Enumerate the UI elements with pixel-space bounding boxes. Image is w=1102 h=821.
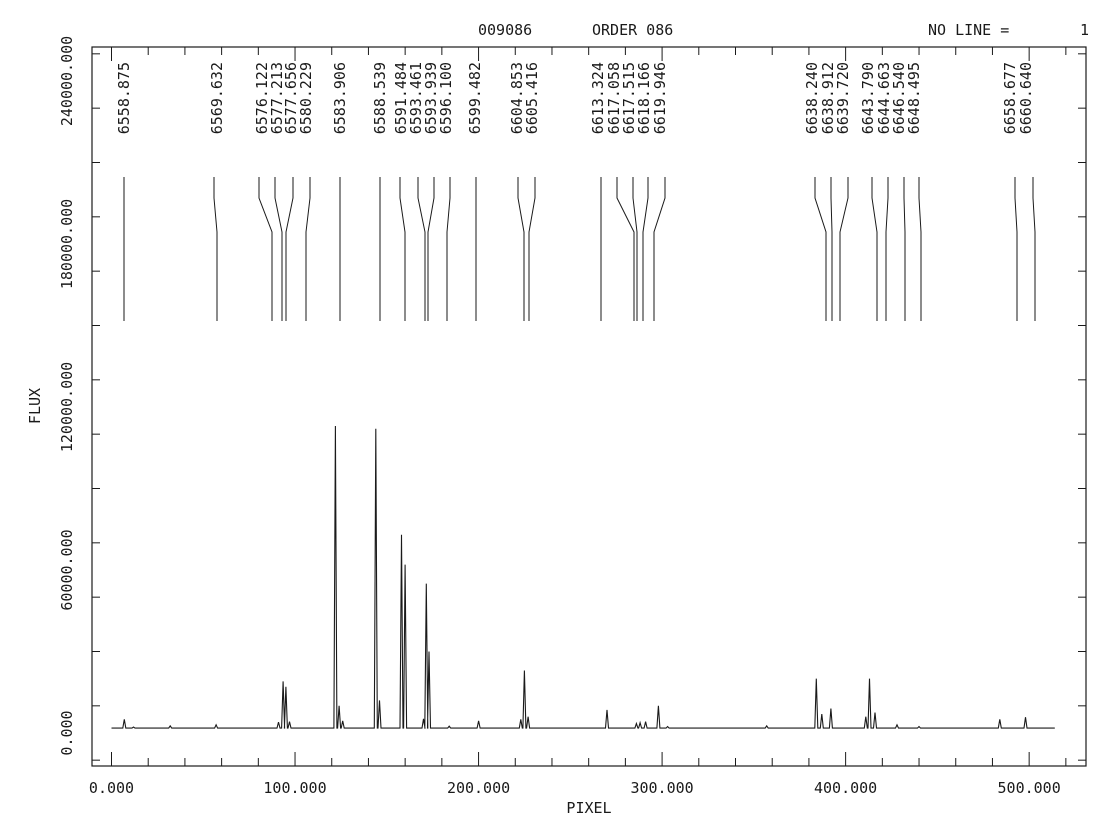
line-marker [274,177,283,321]
line-wavelength-label: 6599.482 [466,62,484,134]
line-marker [399,177,406,321]
line-wavelength-label: 6658.677 [1001,62,1019,134]
line-wavelength-label: 6638.240 [803,62,821,134]
x-tick-label: 0.000 [89,779,134,797]
line-marker [814,177,827,321]
x-axis-label: PIXEL [566,799,611,817]
x-tick-label: 100.000 [263,779,326,797]
header-no-line-value: 1 [1080,21,1089,39]
line-wavelength-label: 6646.540 [890,62,908,134]
plot-frame [91,46,1087,767]
line-wavelength-label: 6591.484 [392,62,410,134]
line-marker [642,177,649,321]
header-no-line-label: NO LINE = [928,21,1009,39]
line-wavelength-label: 6613.324 [589,62,607,134]
line-wavelength-label: 6648.495 [905,62,923,134]
x-tick-label: 500.000 [998,779,1061,797]
line-marker [517,177,525,321]
line-marker [446,177,451,321]
line-wavelength-label: 6577.656 [282,62,300,134]
line-marker [839,177,849,321]
line-wavelength-label: 6639.720 [834,62,852,134]
header-order: ORDER 086 [592,21,673,39]
line-marker [903,177,906,321]
y-tick-label: 240000.000 [58,36,76,126]
x-tick-label: 200.000 [447,779,510,797]
y-tick-labels: 0.000 60000.000 120000.000 180000.000 24… [58,36,76,756]
line-identifications: 6558.875 6569.632 6576.1226577.2136577.656… [115,62,1036,321]
line-marker [528,177,536,321]
line-wavelength-label: 6569.632 [208,62,226,134]
y-tick-label: 0.000 [58,710,76,755]
line-wavelength-label: 6617.515 [620,62,638,134]
line-marker [417,177,426,321]
line-marker [427,177,435,321]
line-wavelength-label: 6593.939 [422,62,440,134]
line-wavelength-label: 6588.539 [371,62,389,134]
line-wavelength-label: 6605.416 [523,62,541,134]
line-wavelength-label: 6604.853 [508,62,526,134]
axis-ticks [92,47,1086,766]
line-marker [258,177,273,321]
line-marker [830,177,833,321]
line-marker [1032,177,1036,321]
x-tick-label: 300.000 [630,779,693,797]
y-tick-label: 60000.000 [58,529,76,610]
y-tick-label: 180000.000 [58,199,76,289]
line-wavelength-label: 6583.906 [331,62,349,134]
line-wavelength-label: 6638.912 [819,62,837,134]
x-tick-labels: 0.000 100.000 200.000 300.000 400.000 50… [89,779,1061,797]
line-marker [885,177,889,321]
x-tick-label: 400.000 [814,779,877,797]
line-marker [918,177,922,321]
line-marker [616,177,635,321]
line-wavelength-label: 6577.213 [268,62,286,134]
line-wavelength-label: 6617.058 [605,62,623,134]
y-tick-label: 120000.000 [58,362,76,452]
line-marker [632,177,638,321]
line-marker [213,177,218,321]
line-wavelength-label: 6660.640 [1017,62,1035,134]
line-wavelength-label: 6558.875 [115,62,133,134]
line-marker [1014,177,1018,321]
line-wavelength-label: 6576.122 [253,62,271,134]
line-wavelength-label: 6580.229 [297,62,315,134]
spectrum-trace [111,425,1055,729]
plot-header: 009086 ORDER 086 NO LINE = 1 [478,21,1089,39]
header-id: 009086 [478,21,532,39]
line-marker [653,177,666,321]
line-marker [285,177,294,321]
line-wavelength-label: 6643.790 [859,62,877,134]
line-wavelength-label: 6596.100 [437,62,455,134]
line-wavelength-label: 6619.946 [651,62,669,134]
line-wavelength-label: 6593.461 [407,62,425,134]
line-marker [871,177,878,321]
line-wavelength-label: 6618.166 [635,62,653,134]
y-axis-label: FLUX [26,388,44,424]
line-marker [305,177,311,321]
line-wavelength-label: 6644.663 [875,62,893,134]
